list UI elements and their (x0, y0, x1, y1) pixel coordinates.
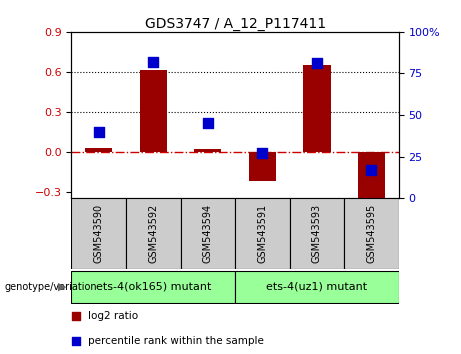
Bar (71, 198, 126, 269)
Point (95, 129, 102, 135)
Point (204, 120, 212, 126)
Bar (194, 149, 221, 152)
Point (149, 59, 157, 65)
Text: GSM543593: GSM543593 (312, 204, 322, 263)
Bar (71, 271, 235, 303)
Text: GSM543590: GSM543590 (94, 204, 104, 263)
Text: GSM543595: GSM543595 (366, 204, 377, 263)
Text: ets-4(ok165) mutant: ets-4(ok165) mutant (95, 281, 211, 291)
Title: GDS3747 / A_12_P117411: GDS3747 / A_12_P117411 (145, 17, 325, 31)
Text: ▶: ▶ (59, 282, 67, 292)
Text: GSM543592: GSM543592 (148, 204, 158, 263)
Bar (303, 65, 331, 152)
Point (73, 313, 80, 319)
Text: percentile rank within the sample: percentile rank within the sample (88, 336, 264, 346)
Text: genotype/variation: genotype/variation (5, 282, 97, 292)
Text: GSM543594: GSM543594 (203, 204, 213, 263)
Point (368, 167, 375, 173)
Bar (235, 198, 290, 269)
Bar (181, 198, 235, 269)
Bar (249, 152, 276, 181)
Point (73, 338, 80, 344)
Bar (358, 152, 385, 198)
Bar (344, 198, 399, 269)
Text: ets-4(uz1) mutant: ets-4(uz1) mutant (266, 281, 367, 291)
Point (313, 61, 321, 66)
Text: log2 ratio: log2 ratio (88, 311, 138, 321)
Text: GSM543591: GSM543591 (257, 204, 267, 263)
Bar (290, 198, 344, 269)
Point (259, 150, 266, 156)
Bar (85, 148, 112, 152)
Bar (126, 198, 181, 269)
Bar (235, 271, 399, 303)
Bar (140, 70, 167, 152)
